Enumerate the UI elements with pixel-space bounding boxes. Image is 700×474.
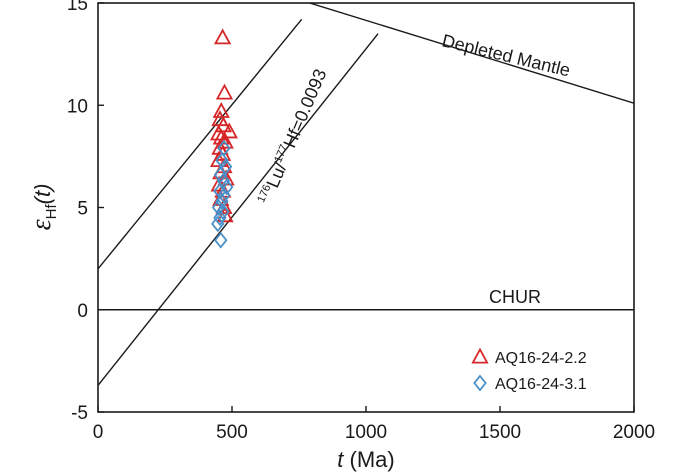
- y-tick-label: -5: [71, 403, 88, 424]
- hf-ratio-text: Hf=0.0093: [279, 66, 330, 151]
- data-point-diamond: [217, 186, 231, 204]
- legend-triangle-icon: [471, 347, 489, 364]
- data-point-diamond: [215, 152, 229, 169]
- x-axis-title: t (Ma): [337, 447, 394, 472]
- data-point-triangle: [216, 206, 234, 223]
- data-point-diamond: [213, 166, 228, 184]
- data-point-diamond: [211, 215, 225, 233]
- data-point-triangle: [213, 28, 232, 45]
- data-point-triangle: [215, 83, 234, 100]
- y-axis-variable: (t): [30, 184, 55, 205]
- x-tick-label: 2000: [613, 422, 655, 443]
- y-axis-title: εHf(t): [26, 184, 60, 231]
- data-point-triangle: [214, 116, 233, 133]
- data-point-diamond: [215, 192, 229, 210]
- reference-lines: [98, 3, 634, 386]
- chur-label: CHUR: [489, 287, 541, 307]
- y-axis-subscript: Hf: [43, 204, 60, 220]
- dm-label: Depleted Mantle: [440, 30, 572, 80]
- y-tick-label: 10: [67, 96, 88, 117]
- x-tick-label: 0: [93, 422, 104, 443]
- evolution-line-label: 176Lu/177Hf=0.0093: [255, 66, 330, 208]
- series-AQ16-24-3.1: [211, 139, 234, 249]
- data-markers: [209, 28, 238, 249]
- legend-label: AQ16-24-3.1: [495, 376, 587, 393]
- data-point-diamond: [219, 178, 234, 196]
- data-point-triangle: [216, 132, 234, 149]
- legend: AQ16-24-2.2 AQ16-24-3.1: [471, 347, 587, 393]
- x-axis-unit: (Ma): [343, 447, 394, 472]
- x-tick-label: 1000: [345, 422, 387, 443]
- y-tick-label: 0: [77, 301, 88, 322]
- y-tick-label: 15: [67, 0, 88, 15]
- ref-line-depleted-mantle: [307, 3, 634, 104]
- y-axis-epsilon: ε: [26, 219, 57, 230]
- y-tick-label: 5: [77, 199, 88, 220]
- legend-label: AQ16-24-2.2: [495, 350, 587, 367]
- data-point-triangle: [209, 151, 228, 167]
- data-point-diamond: [216, 203, 230, 221]
- data-point-triangle: [212, 101, 230, 118]
- legend-diamond-icon: [473, 374, 487, 392]
- data-point-triangle: [220, 122, 238, 139]
- x-tick-label: 500: [216, 422, 248, 443]
- data-point-diamond: [213, 209, 227, 227]
- ref-line-evolution-line-lower: [98, 33, 379, 386]
- data-point-diamond: [213, 231, 228, 249]
- x-axis-variable: t: [337, 447, 344, 472]
- x-tick-label: 1500: [479, 422, 521, 443]
- ref-line-evolution-line-upper: [98, 18, 303, 270]
